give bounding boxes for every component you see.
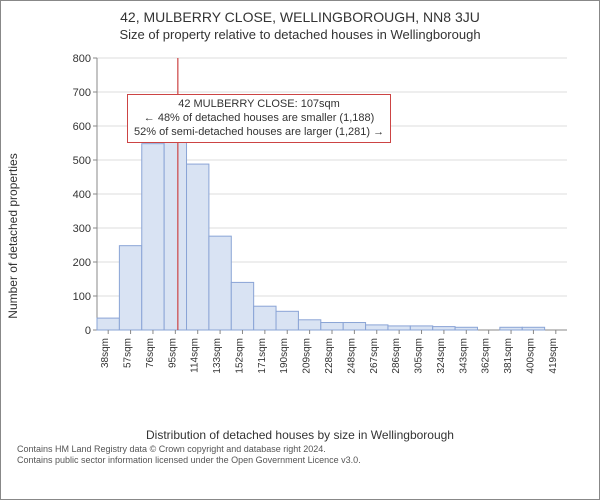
svg-text:228sqm: 228sqm (324, 338, 335, 374)
x-axis-label: Distribution of detached houses by size … (11, 428, 589, 442)
footer-line1: Contains HM Land Registry data © Crown c… (17, 444, 589, 455)
bar (455, 327, 477, 330)
bar (276, 311, 298, 330)
annotation-line3: 52% of semi-detached houses are larger (… (134, 126, 384, 140)
chart-title-line1: 42, MULBERRY CLOSE, WELLINGBOROUGH, NN8 … (11, 9, 589, 25)
svg-text:114sqm: 114sqm (190, 338, 201, 373)
bar (119, 246, 141, 330)
bar (522, 327, 544, 330)
svg-text:190sqm: 190sqm (279, 338, 290, 374)
chart-title-line2: Size of property relative to detached ho… (11, 27, 589, 42)
bar (388, 326, 410, 330)
bar (187, 164, 209, 330)
bar (343, 323, 365, 330)
svg-text:248sqm: 248sqm (346, 338, 357, 374)
svg-text:419sqm: 419sqm (548, 338, 559, 374)
bar (97, 318, 119, 330)
bar (254, 306, 276, 330)
svg-text:152sqm: 152sqm (234, 338, 245, 374)
svg-text:100: 100 (73, 291, 91, 303)
bar (164, 125, 186, 330)
svg-text:343sqm: 343sqm (458, 338, 469, 374)
bar (209, 236, 231, 330)
svg-text:400sqm: 400sqm (525, 338, 536, 374)
svg-text:800: 800 (73, 54, 91, 65)
svg-text:362sqm: 362sqm (481, 338, 492, 374)
svg-text:209sqm: 209sqm (302, 338, 313, 374)
svg-text:305sqm: 305sqm (414, 338, 425, 374)
svg-text:57sqm: 57sqm (123, 338, 134, 368)
annotation-box: 42 MULBERRY CLOSE: 107sqm ← 48% of detac… (127, 94, 391, 143)
bar (366, 325, 388, 330)
footer-text: Contains HM Land Registry data © Crown c… (17, 444, 589, 467)
svg-text:267sqm: 267sqm (369, 338, 380, 374)
annotation-line1: 42 MULBERRY CLOSE: 107sqm (134, 98, 384, 112)
bar (321, 323, 343, 330)
svg-text:500: 500 (73, 155, 91, 167)
bar (142, 144, 164, 330)
svg-text:381sqm: 381sqm (503, 338, 514, 374)
y-axis-label: Number of detached properties (6, 153, 20, 318)
svg-text:300: 300 (73, 223, 91, 235)
svg-text:0: 0 (85, 325, 91, 337)
annotation-line2: ← 48% of detached houses are smaller (1,… (134, 112, 384, 126)
svg-text:700: 700 (73, 87, 91, 99)
svg-text:286sqm: 286sqm (391, 338, 402, 374)
bar (410, 326, 432, 330)
svg-text:95sqm: 95sqm (167, 338, 178, 368)
bar (231, 282, 253, 330)
chart-container: 42, MULBERRY CLOSE, WELLINGBOROUGH, NN8 … (0, 0, 600, 500)
svg-text:76sqm: 76sqm (145, 338, 156, 368)
svg-text:400: 400 (73, 189, 91, 201)
svg-text:38sqm: 38sqm (100, 338, 111, 368)
footer-line2: Contains public sector information licen… (17, 455, 589, 466)
svg-text:171sqm: 171sqm (257, 338, 268, 374)
svg-text:133sqm: 133sqm (212, 338, 223, 374)
svg-text:600: 600 (73, 121, 91, 133)
bar (433, 327, 455, 330)
svg-text:200: 200 (73, 257, 91, 269)
plot-area: Number of detached properties 0100200300… (21, 46, 581, 426)
bar (500, 327, 522, 330)
bar (298, 320, 320, 330)
svg-text:324sqm: 324sqm (436, 338, 447, 374)
